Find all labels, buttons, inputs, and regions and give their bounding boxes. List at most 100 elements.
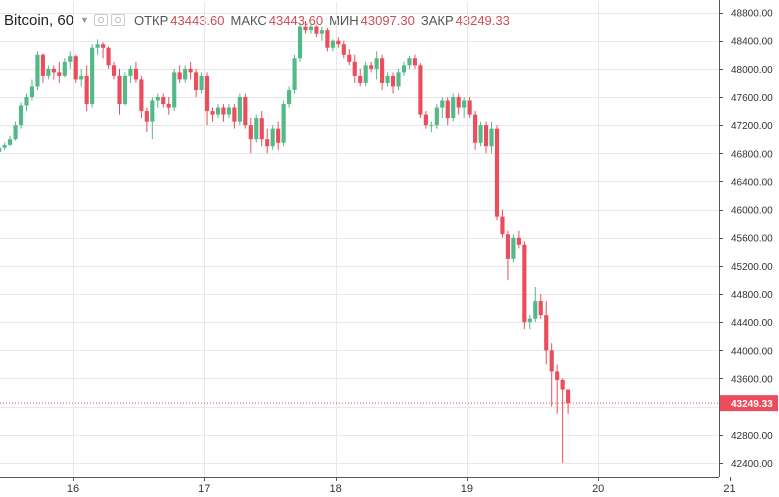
candle[interactable] xyxy=(292,54,297,94)
candle[interactable] xyxy=(237,93,242,126)
candle[interactable] xyxy=(194,68,199,97)
candle[interactable] xyxy=(505,230,511,280)
candle[interactable] xyxy=(314,25,319,38)
candle[interactable] xyxy=(456,93,461,115)
candle[interactable] xyxy=(46,65,51,80)
candle[interactable] xyxy=(358,68,363,87)
candle[interactable] xyxy=(494,125,500,221)
candle[interactable] xyxy=(204,72,210,126)
candle[interactable] xyxy=(51,65,56,80)
candle[interactable] xyxy=(429,121,434,133)
candle[interactable] xyxy=(483,121,489,154)
candle[interactable] xyxy=(445,97,450,126)
candle[interactable] xyxy=(226,104,231,119)
chevron-down-icon[interactable]: ▼ xyxy=(80,15,89,25)
candle[interactable] xyxy=(172,68,177,112)
candle[interactable] xyxy=(24,93,29,112)
settings-icon[interactable] xyxy=(110,14,125,26)
candle[interactable] xyxy=(462,97,467,119)
candle[interactable] xyxy=(390,72,396,94)
candle[interactable] xyxy=(122,72,128,106)
candle[interactable] xyxy=(101,42,106,59)
candle[interactable] xyxy=(341,40,346,59)
candle[interactable] xyxy=(396,68,401,90)
candle[interactable] xyxy=(281,100,286,147)
candle[interactable] xyxy=(522,241,527,330)
candle[interactable] xyxy=(555,364,560,414)
candle[interactable] xyxy=(265,128,270,154)
candle[interactable] xyxy=(352,54,357,83)
candle[interactable] xyxy=(538,294,543,319)
candle[interactable] xyxy=(73,54,78,83)
candle[interactable] xyxy=(79,68,84,87)
candle[interactable] xyxy=(478,121,483,147)
candle[interactable] xyxy=(166,97,171,115)
candle[interactable] xyxy=(155,93,160,108)
candle[interactable] xyxy=(2,142,7,150)
candle[interactable] xyxy=(139,75,144,119)
candle[interactable] xyxy=(150,97,155,140)
candle[interactable] xyxy=(40,53,45,83)
candle[interactable] xyxy=(434,104,439,129)
candle[interactable] xyxy=(270,125,275,150)
candle[interactable] xyxy=(248,118,253,154)
candle[interactable] xyxy=(68,51,73,69)
candle[interactable] xyxy=(500,209,505,238)
candle[interactable] xyxy=(297,23,303,62)
candle[interactable] xyxy=(308,23,314,34)
candle[interactable] xyxy=(489,121,494,154)
candle[interactable] xyxy=(303,21,308,34)
candle[interactable] xyxy=(90,44,95,108)
candle[interactable] xyxy=(188,61,193,80)
candle[interactable] xyxy=(560,378,565,463)
candle[interactable] xyxy=(35,51,40,90)
candle[interactable] xyxy=(544,301,549,365)
candle[interactable] xyxy=(412,54,418,69)
candle[interactable] xyxy=(13,121,18,141)
candle[interactable] xyxy=(199,72,204,94)
hide-series-icon[interactable] xyxy=(93,14,108,26)
candle[interactable] xyxy=(111,61,117,80)
candle[interactable] xyxy=(451,93,456,122)
candle[interactable] xyxy=(259,111,264,147)
candle[interactable] xyxy=(0,146,2,153)
candle[interactable] xyxy=(325,28,330,52)
candle[interactable] xyxy=(527,315,532,330)
candle[interactable] xyxy=(29,79,35,101)
candle[interactable] xyxy=(533,287,538,323)
candle[interactable] xyxy=(106,46,111,69)
candle[interactable] xyxy=(95,39,100,55)
candle[interactable] xyxy=(401,61,407,76)
candle[interactable] xyxy=(287,86,292,108)
candle[interactable] xyxy=(183,65,188,83)
candle[interactable] xyxy=(319,26,325,41)
candle[interactable] xyxy=(177,65,182,83)
candle[interactable] xyxy=(254,114,259,143)
candle[interactable] xyxy=(210,107,215,122)
candle[interactable] xyxy=(133,61,138,83)
candle[interactable] xyxy=(57,61,62,83)
candle[interactable] xyxy=(243,93,248,129)
candle[interactable] xyxy=(276,121,281,150)
candle[interactable] xyxy=(161,93,166,108)
candle[interactable] xyxy=(232,104,237,129)
candle[interactable] xyxy=(62,58,67,78)
candle[interactable] xyxy=(347,49,352,66)
candle[interactable] xyxy=(215,104,221,119)
candle[interactable] xyxy=(221,104,226,122)
candle[interactable] xyxy=(385,72,390,87)
candle[interactable] xyxy=(369,61,374,73)
candle[interactable] xyxy=(418,63,423,119)
candle[interactable] xyxy=(84,65,89,112)
candle[interactable] xyxy=(336,37,341,48)
candle[interactable] xyxy=(330,39,335,52)
candle[interactable] xyxy=(467,97,472,119)
candle[interactable] xyxy=(516,230,521,249)
candle[interactable] xyxy=(511,234,516,263)
candle[interactable] xyxy=(8,135,13,147)
candle[interactable] xyxy=(144,107,149,133)
candle[interactable] xyxy=(363,61,368,87)
candle[interactable] xyxy=(374,51,379,80)
candle[interactable] xyxy=(440,97,445,119)
